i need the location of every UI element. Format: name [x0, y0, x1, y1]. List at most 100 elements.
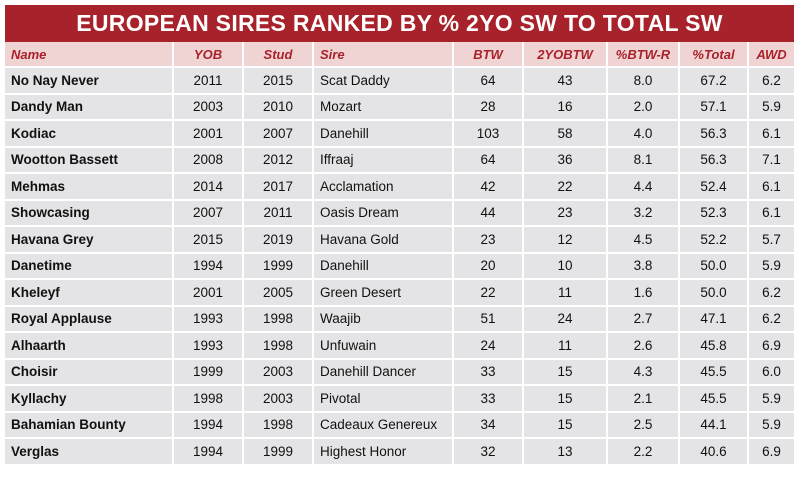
cell-yob: 2007 [173, 199, 244, 227]
cell-stud: 2019 [243, 226, 314, 254]
cell-yob: 2008 [173, 146, 244, 174]
cell-total: 45.5 [679, 385, 749, 413]
cell-2yobtw: 15 [523, 358, 608, 386]
cell-total: 50.0 [679, 252, 749, 280]
cell-yob: 1994 [173, 438, 244, 466]
cell-yob: 1994 [173, 252, 244, 280]
cell-btw-r: 2.1 [607, 385, 680, 413]
cell-awd: 5.9 [748, 93, 794, 121]
cell-btw-r: 4.3 [607, 358, 680, 386]
table-row: Kodiac 2001 2007 Danehill 103 58 4.0 56.3 6.1 [5, 120, 794, 148]
cell-2yobtw: 10 [523, 252, 608, 280]
cell-btw-r: 8.0 [607, 67, 680, 95]
column-header-btw: BTW [453, 42, 524, 68]
cell-name: Dandy Man [5, 93, 174, 121]
cell-yob: 2001 [173, 120, 244, 148]
cell-yob: 1993 [173, 332, 244, 360]
cell-stud: 1998 [243, 411, 314, 439]
cell-btw: 42 [453, 173, 524, 201]
cell-awd: 6.0 [748, 358, 794, 386]
cell-yob: 1998 [173, 385, 244, 413]
cell-stud: 2007 [243, 120, 314, 148]
cell-total: 67.2 [679, 67, 749, 95]
cell-btw: 23 [453, 226, 524, 254]
cell-2yobtw: 15 [523, 411, 608, 439]
cell-yob: 1999 [173, 358, 244, 386]
cell-btw: 64 [453, 67, 524, 95]
cell-2yobtw: 22 [523, 173, 608, 201]
cell-awd: 5.9 [748, 252, 794, 280]
cell-2yobtw: 11 [523, 279, 608, 307]
column-header-btw-r: %BTW-R [607, 42, 680, 68]
cell-btw-r: 2.2 [607, 438, 680, 466]
cell-sire: Havana Gold [313, 226, 454, 254]
cell-btw-r: 1.6 [607, 279, 680, 307]
cell-awd: 5.7 [748, 226, 794, 254]
table-row: Showcasing 2007 2011 Oasis Dream 44 23 3.2 52.3… [5, 199, 794, 227]
cell-btw-r: 4.0 [607, 120, 680, 148]
table-row: Wootton Bassett 2008 2012 Iffraaj 64 36 8.1 56.… [5, 146, 794, 174]
cell-sire: Pivotal [313, 385, 454, 413]
cell-total: 40.6 [679, 438, 749, 466]
column-header-total: %Total [679, 42, 749, 68]
cell-btw: 103 [453, 120, 524, 148]
cell-sire: Danehill Dancer [313, 358, 454, 386]
cell-yob: 1994 [173, 411, 244, 439]
cell-sire: Danehill [313, 252, 454, 280]
cell-awd: 6.1 [748, 199, 794, 227]
cell-2yobtw: 15 [523, 385, 608, 413]
cell-total: 57.1 [679, 93, 749, 121]
table-container: EUROPEAN SIRES RANKED BY % 2YO SW TO TOT… [5, 5, 794, 483]
cell-awd: 7.1 [748, 146, 794, 174]
cell-awd: 5.9 [748, 385, 794, 413]
cell-name: No Nay Never [5, 67, 174, 95]
table-row: Verglas 1994 1999 Highest Honor 32 13 2.2 40.6 6… [5, 438, 794, 466]
cell-total: 45.8 [679, 332, 749, 360]
cell-yob: 2011 [173, 67, 244, 95]
cell-btw-r: 4.5 [607, 226, 680, 254]
cell-yob: 2003 [173, 93, 244, 121]
cell-2yobtw: 11 [523, 332, 608, 360]
cell-btw-r: 2.6 [607, 332, 680, 360]
cell-sire: Oasis Dream [313, 199, 454, 227]
cell-name: Bahamian Bounty [5, 411, 174, 439]
cell-sire: Green Desert [313, 279, 454, 307]
cell-btw: 44 [453, 199, 524, 227]
cell-total: 52.4 [679, 173, 749, 201]
cell-yob: 2014 [173, 173, 244, 201]
cell-stud: 2011 [243, 199, 314, 227]
cell-sire: Highest Honor [313, 438, 454, 466]
cell-stud: 2012 [243, 146, 314, 174]
cell-awd: 6.9 [748, 332, 794, 360]
cell-btw-r: 2.7 [607, 305, 680, 333]
table-row: Alhaarth 1993 1998 Unfuwain 24 11 2.6 45.8 6.9 [5, 332, 794, 360]
cell-awd: 6.9 [748, 438, 794, 466]
cell-stud: 2003 [243, 358, 314, 386]
cell-yob: 1993 [173, 305, 244, 333]
cell-yob: 2015 [173, 226, 244, 254]
cell-name: Showcasing [5, 199, 174, 227]
cell-2yobtw: 58 [523, 120, 608, 148]
cell-2yobtw: 16 [523, 93, 608, 121]
cell-stud: 2005 [243, 279, 314, 307]
cell-stud: 1999 [243, 252, 314, 280]
table-row: Havana Grey 2015 2019 Havana Gold 23 12 4.5 52.… [5, 226, 794, 254]
cell-sire: Danehill [313, 120, 454, 148]
column-header-name: Name [5, 42, 174, 68]
cell-btw-r: 3.8 [607, 252, 680, 280]
cell-sire: Mozart [313, 93, 454, 121]
cell-2yobtw: 36 [523, 146, 608, 174]
cell-btw: 28 [453, 93, 524, 121]
cell-sire: Unfuwain [313, 332, 454, 360]
cell-name: Verglas [5, 438, 174, 466]
column-header-yob: YOB [173, 42, 244, 68]
cell-awd: 5.9 [748, 411, 794, 439]
cell-btw: 33 [453, 385, 524, 413]
cell-btw-r: 3.2 [607, 199, 680, 227]
cell-name: Havana Grey [5, 226, 174, 254]
cell-btw: 24 [453, 332, 524, 360]
cell-awd: 6.2 [748, 67, 794, 95]
cell-btw: 22 [453, 279, 524, 307]
table-title: EUROPEAN SIRES RANKED BY % 2YO SW TO TOT… [5, 5, 794, 42]
cell-total: 45.5 [679, 358, 749, 386]
